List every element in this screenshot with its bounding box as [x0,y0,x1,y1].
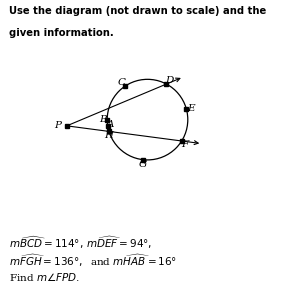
Text: $m\widehat{FGH}$$= 136°,$$\;$ and $m\widehat{HAB}$$= 16°$: $m\widehat{FGH}$$= 136°,$$\;$ and $m\wid… [9,253,177,269]
Text: G: G [139,160,148,169]
Text: F: F [181,140,189,150]
Text: E: E [187,104,195,113]
Text: Find $m\angle FPD.$: Find $m\angle FPD.$ [9,271,80,283]
Text: D: D [165,76,173,85]
Text: P: P [54,121,61,130]
Text: given information.: given information. [9,28,114,38]
Text: $m\widehat{BCD}$$= 114°, \,$$m\widehat{DEF}$$= 94°,$: $m\widehat{BCD}$$= 114°, \,$$m\widehat{D… [9,234,152,251]
Text: A: A [106,120,114,129]
Text: H: H [104,131,113,140]
Text: B: B [99,115,107,124]
Text: C: C [118,78,126,87]
Text: Use the diagram (not drawn to scale) and the: Use the diagram (not drawn to scale) and… [9,6,266,16]
